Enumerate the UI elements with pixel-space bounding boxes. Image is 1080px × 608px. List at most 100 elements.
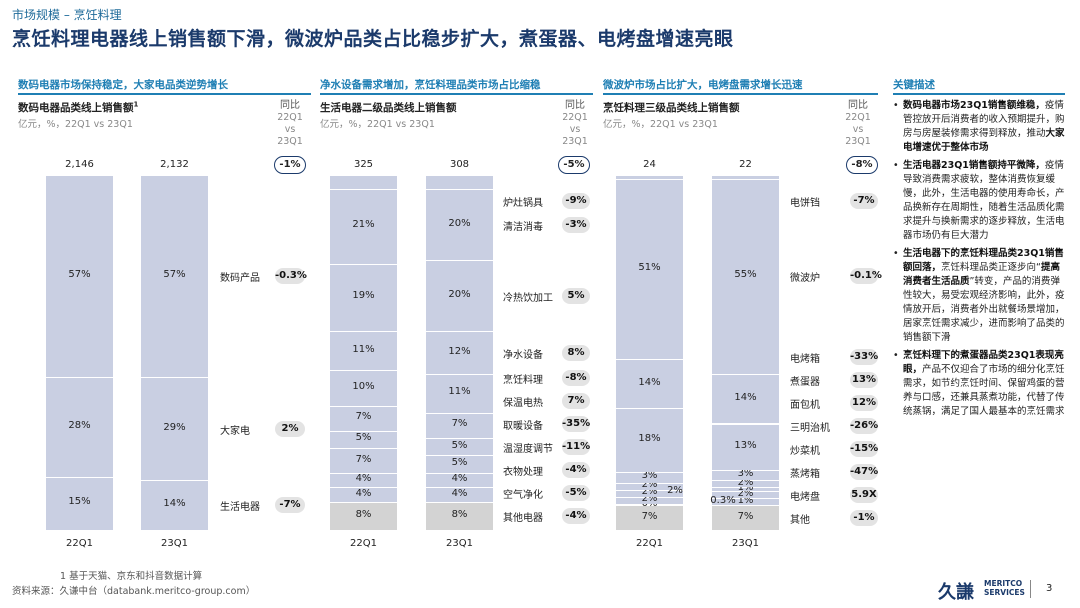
p2-seglabel-23Q1-8: 20% xyxy=(448,288,471,300)
p2-seglabel-22Q1-9: 21% xyxy=(352,219,375,231)
p3-category-其他: 其他 xyxy=(790,514,810,526)
p2-bar-23Q1-seg-10 xyxy=(426,175,493,190)
p3-bar-23Q1-seg-2 xyxy=(712,490,779,499)
key-desc-rule xyxy=(893,93,1065,95)
p1-xlabel-22Q1: 22Q1 xyxy=(66,538,93,549)
p1-seglabel-22Q1-0: 15% xyxy=(68,496,91,508)
key-desc-bold: 生活电器下的烹饪料理品类23Q1销售额回落， xyxy=(903,248,1064,273)
p3-yoy-pill-微波炉: -0.1% xyxy=(850,268,882,285)
p2-yoy-pill-清洁消毒: -3% xyxy=(562,216,590,233)
p3-extra-label-0: 2% xyxy=(667,485,683,496)
p2-bar-23Q1-seg-6 xyxy=(426,373,493,413)
key-desc-header: 关键描述 xyxy=(893,79,935,91)
p3-seglabel-22Q1-3: 2% xyxy=(641,486,658,498)
yoy-sub2: vs xyxy=(569,124,581,135)
panel2-chart-title: 生活电器二级品类线上销售额 xyxy=(320,102,457,114)
panel3-header: 微波炉市场占比扩大，电烤盘需求增长迅速 xyxy=(603,79,803,91)
panel2-rule xyxy=(320,93,593,95)
key-desc-text: ”转变，产品的消费弹性较大，易受宏观经济影响，此外，疫情放开后，消费者外出就餐场… xyxy=(903,276,1065,343)
logo-sub1: MERITCO xyxy=(984,579,1023,588)
p3-total-23Q1: 22 xyxy=(739,159,752,170)
p1-seglabel-23Q1-0: 14% xyxy=(163,498,186,510)
p1-category-数码产品: 数码产品 xyxy=(220,273,260,285)
yoy-sub1: 22Q1 xyxy=(845,112,871,123)
p3-bar-23Q1-seg-0 xyxy=(712,505,779,530)
p3-yoy-pill-炒菜机: -15% xyxy=(850,440,878,457)
p3-seglabel-23Q1-7: 14% xyxy=(734,391,757,403)
p2-yoy-pill-空气净化: -5% xyxy=(562,484,590,501)
p2-seglabel-22Q1-5: 7% xyxy=(355,411,372,423)
p3-bar-23Q1-seg-8 xyxy=(712,178,779,374)
p3-bar-23Q1-seg-7 xyxy=(712,373,779,424)
p2-xlabel-23Q1: 23Q1 xyxy=(446,538,473,549)
p2-seglabel-22Q1-8: 19% xyxy=(352,290,375,302)
p1-category-生活电器: 生活电器 xyxy=(220,502,260,514)
panel1-rule xyxy=(18,93,311,95)
key-desc-text: 产品不仅迎合了市场的细分化烹饪需求，如节约烹饪时间、保留鸡蛋的营养与口感，还兼具… xyxy=(903,364,1065,417)
p3-bar-22Q1-seg-9 xyxy=(616,175,683,179)
p3-total-22Q1: 24 xyxy=(643,159,656,170)
p1-xlabel-23Q1: 23Q1 xyxy=(161,538,188,549)
p3-seglabel-22Q1-2: 2% xyxy=(641,493,658,505)
key-desc-bold: 烹饪料理下的煮蛋器品类23Q1表现亮眼， xyxy=(903,350,1064,375)
p3-bar-22Q1-seg-4 xyxy=(616,482,683,490)
p2-yoy-pill-炉灶锅具: -9% xyxy=(562,193,590,209)
p3-category-三明治机: 三明治机 xyxy=(790,422,830,434)
p2-xlabel-22Q1: 22Q1 xyxy=(350,538,377,549)
p1-yoy-pill-大家电: 2% xyxy=(275,420,305,437)
p2-bar-23Q1-seg-4 xyxy=(426,437,493,456)
key-desc-text: 疫情导致消费需求疲软，整体消费恢复缓慢，此外，生活电器的使用寿命长，产品换新存在… xyxy=(903,160,1065,241)
page-title: 烹饪料理电器线上销售额下滑，微波炉品类占比稳步扩大，煮蛋器、电烤盘增速亮眼 xyxy=(12,28,734,50)
panel1-header: 数码电器市场保持稳定，大家电品类逆势增长 xyxy=(18,79,228,91)
p3-bar-22Q1-seg-7 xyxy=(616,358,683,409)
yoy-sub2: vs xyxy=(284,124,296,135)
p1-seglabel-22Q1-1: 28% xyxy=(68,420,91,432)
p3-bar-22Q1-seg-5 xyxy=(616,472,683,483)
p2-yoy-pill-净水设备: 8% xyxy=(562,344,590,361)
key-desc-bold: 提高消费者生活品质 xyxy=(903,262,1060,287)
p1-yoy-pill-生活电器: -7% xyxy=(275,497,305,514)
panel1-yoy-header: 同比 22Q1 vs 23Q1 xyxy=(270,100,310,148)
p3-category-面包机: 面包机 xyxy=(790,399,820,411)
p1-bar-23Q1-seg-1 xyxy=(141,377,208,481)
p1-seglabel-23Q1-2: 57% xyxy=(163,269,186,281)
panel3-unit: 亿元，%，22Q1 vs 23Q1 xyxy=(603,119,718,130)
p2-bar-23Q1-seg-3 xyxy=(426,455,493,474)
p3-total-yoy: -8% xyxy=(846,156,878,174)
key-desc-text: 烹饪料理品类正逐步向“ xyxy=(941,262,1041,273)
p1-total-22Q1: 2,146 xyxy=(65,159,94,170)
p2-category-衣物处理: 衣物处理 xyxy=(503,466,543,478)
p3-yoy-pill-电烤箱: -33% xyxy=(850,348,878,365)
p2-bar-23Q1-seg-7 xyxy=(426,331,493,374)
p3-bar-23Q1-seg-6 xyxy=(712,423,779,470)
p2-bar-23Q1-seg-9 xyxy=(426,189,493,261)
panel1-unit: 亿元，%，22Q1 vs 23Q1 xyxy=(18,119,133,130)
p2-category-温湿度调节: 温湿度调节 xyxy=(503,443,553,455)
p3-bar-22Q1-seg-3 xyxy=(616,489,683,497)
p3-seglabel-23Q1-3: 1% xyxy=(737,482,754,494)
p2-seglabel-23Q1-9: 20% xyxy=(448,217,471,229)
p3-category-炒菜机: 炒菜机 xyxy=(790,445,820,457)
p3-seglabel-22Q1-5: 3% xyxy=(641,470,658,482)
p2-seglabel-23Q1-5: 7% xyxy=(451,418,468,430)
p1-yoy-pill-数码产品: -0.3% xyxy=(275,268,307,285)
p1-bar-22Q1-seg-2 xyxy=(46,175,113,378)
key-desc-item: • 生活电器下的烹饪料理品类23Q1销售额回落，烹饪料理品类正逐步向“提高消费者生… xyxy=(893,247,1065,345)
p1-seglabel-22Q1-2: 57% xyxy=(68,269,91,281)
p2-category-其他电器: 其他电器 xyxy=(503,512,543,524)
panel3-chart-title: 烹饪料理三级品类线上销售额 xyxy=(603,102,740,114)
p1-seglabel-23Q1-1: 29% xyxy=(163,421,186,433)
p3-seglabel-22Q1-6: 18% xyxy=(638,433,661,445)
p3-extra-label-1: 0.3% xyxy=(710,495,736,506)
p3-yoy-pill-电烤盘: 5.9X xyxy=(850,486,878,503)
panel3-yoy-header: 同比 22Q1 vs 23Q1 xyxy=(838,100,878,148)
p2-total-22Q1: 325 xyxy=(353,159,374,170)
key-desc-bold: 数码电器市场23Q1销售额维稳， xyxy=(903,100,1045,111)
panel1-title-text: 数码电器品类线上销售额 xyxy=(18,102,134,114)
p2-bar-22Q1-seg-8 xyxy=(330,263,397,332)
p2-bar-22Q1-seg-0 xyxy=(330,501,397,530)
p3-seglabel-23Q1-5: 3% xyxy=(737,467,754,479)
p3-bar-23Q1-seg-3 xyxy=(712,487,779,491)
p2-seglabel-23Q1-7: 12% xyxy=(448,345,471,357)
p2-bar-22Q1-seg-10 xyxy=(330,175,397,190)
